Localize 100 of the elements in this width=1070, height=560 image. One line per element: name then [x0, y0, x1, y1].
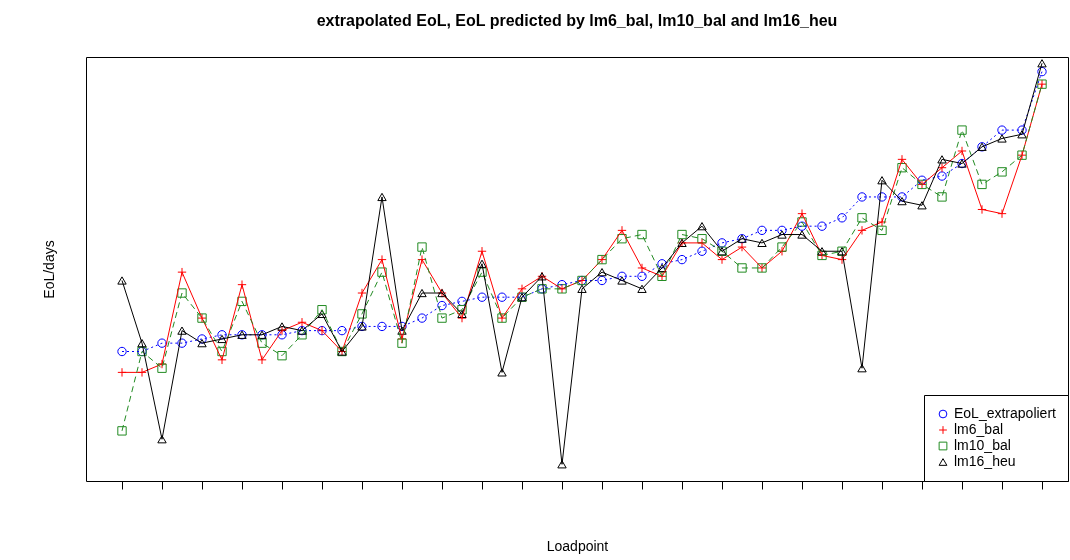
- point: [237, 296, 247, 307]
- point: [777, 242, 787, 252]
- point: [477, 259, 487, 268]
- point: [637, 284, 647, 293]
- point: [757, 225, 767, 236]
- point: [877, 225, 887, 236]
- point: [937, 192, 947, 202]
- point: [257, 338, 267, 348]
- point: [657, 263, 667, 273]
- point: [997, 125, 1007, 135]
- point: [117, 276, 127, 285]
- point: [717, 238, 727, 248]
- point: [857, 213, 867, 223]
- point: [397, 338, 407, 348]
- point: [977, 204, 987, 215]
- x-axis-title: Loadpoint: [546, 537, 609, 554]
- point: [357, 288, 367, 298]
- point: [417, 313, 427, 323]
- point: [137, 339, 147, 348]
- point: [277, 322, 287, 331]
- point: [217, 355, 227, 365]
- point: [477, 267, 487, 277]
- point: [557, 460, 567, 469]
- point: [997, 167, 1007, 177]
- point: [897, 163, 907, 173]
- point: [657, 259, 667, 269]
- point: [457, 296, 467, 307]
- point: [337, 325, 347, 336]
- chart-title: extrapolated EoL, EoL predicted by lm6_bal, lm10_bal and lm16_heu: [316, 12, 838, 29]
- point: [857, 364, 867, 373]
- point: [857, 192, 867, 202]
- point: [777, 230, 787, 239]
- point: [957, 125, 967, 135]
- point: [617, 276, 627, 285]
- point: [357, 309, 367, 319]
- point: [677, 254, 687, 265]
- point: [597, 268, 607, 277]
- point: [437, 313, 447, 323]
- legend-label: lm16_heu: [954, 453, 1016, 469]
- point: [837, 213, 847, 223]
- point: [497, 292, 507, 302]
- point: [877, 192, 887, 202]
- point: [217, 334, 227, 344]
- point: [777, 225, 787, 236]
- point: [897, 192, 907, 202]
- point: [817, 221, 827, 231]
- point: [177, 288, 187, 298]
- point: [197, 339, 207, 348]
- point: [677, 229, 687, 240]
- point: [557, 279, 567, 290]
- point: [637, 263, 647, 273]
- point: [117, 346, 127, 357]
- point: [997, 134, 1007, 143]
- point: [1037, 66, 1047, 77]
- point: [697, 246, 707, 256]
- legend-label: EoL_extrapoliert: [954, 405, 1057, 421]
- point: [377, 192, 387, 202]
- point: [277, 351, 287, 361]
- point: [1037, 59, 1047, 68]
- point: [597, 275, 607, 286]
- point: [697, 234, 707, 244]
- point: [417, 242, 427, 252]
- point: [397, 326, 407, 335]
- point: [977, 179, 987, 190]
- legend-label: lm10_bal: [954, 437, 1011, 453]
- point: [877, 217, 887, 227]
- point: [417, 288, 427, 298]
- point: [457, 305, 467, 315]
- point: [817, 247, 827, 256]
- point: [577, 284, 587, 293]
- point: [937, 155, 947, 164]
- point: [477, 292, 487, 302]
- point: [457, 309, 467, 319]
- point: [317, 305, 327, 315]
- point: [737, 242, 747, 252]
- point: [937, 163, 947, 173]
- point: [797, 217, 807, 227]
- point: [177, 267, 187, 277]
- point: [497, 368, 507, 377]
- point: [377, 254, 387, 265]
- point: [617, 234, 627, 244]
- legend-label: lm6_bal: [954, 421, 1004, 437]
- point: [437, 300, 447, 311]
- point: [957, 146, 967, 156]
- y-axis-title: EoL/days: [40, 240, 57, 299]
- point: [697, 222, 707, 231]
- point: [1017, 125, 1027, 135]
- point: [277, 330, 287, 340]
- point: [257, 355, 267, 365]
- point: [117, 426, 127, 436]
- point: [857, 225, 867, 236]
- point: [157, 363, 167, 373]
- point: [177, 326, 187, 335]
- point: [877, 176, 887, 185]
- point: [157, 338, 167, 348]
- point: [897, 197, 907, 206]
- point: [157, 435, 167, 444]
- point: [737, 263, 747, 273]
- point: [317, 309, 327, 319]
- point: [937, 171, 947, 181]
